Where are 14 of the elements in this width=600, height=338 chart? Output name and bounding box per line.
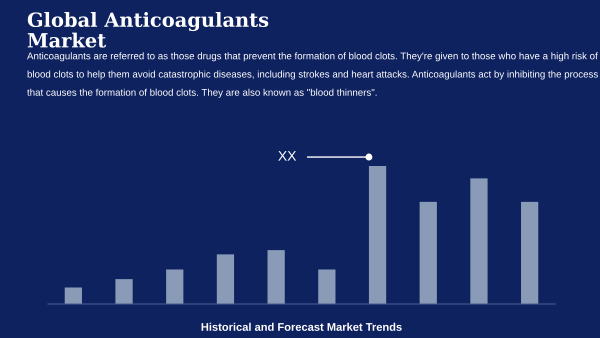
bar — [64, 287, 82, 304]
bar — [420, 202, 437, 304]
bar — [521, 202, 538, 304]
bar — [216, 254, 234, 304]
bar — [470, 178, 488, 304]
chart-title: Global Anticoagulants Market — [28, 12, 268, 48]
bar — [318, 270, 336, 304]
bar — [115, 279, 133, 304]
chart-subtitle: Anticoagulants are referred to as those drugs that prevent the formation of blood clots. They're given to those who have a high risk of blood clots to help them avoid catastrophic diseases, including strokes and heart attacks. Anticoagulants act by inhibiting the process that causes the formation of blood clots. They are also known as "blood thinners". — [27, 52, 598, 98]
bar — [268, 250, 285, 304]
bar — [368, 166, 386, 304]
text: XX — [278, 151, 296, 161]
x-axis-title: Historical and Forecast Market Trends — [202, 322, 402, 331]
bar — [166, 270, 184, 304]
